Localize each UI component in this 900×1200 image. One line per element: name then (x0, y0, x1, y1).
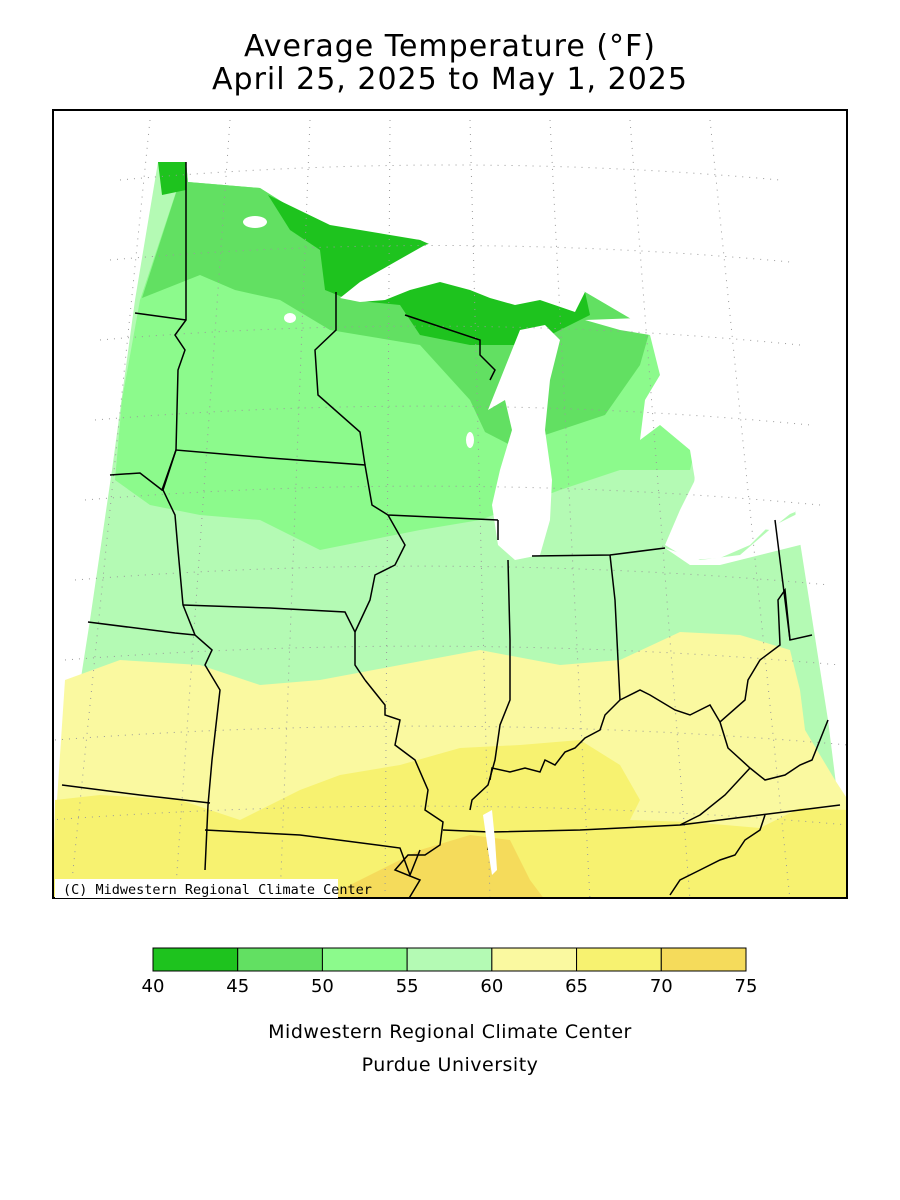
lake-huron (585, 300, 847, 560)
legend-swatch (406, 947, 493, 972)
footer-university: Purdue University (361, 1054, 539, 1076)
graticule (53, 119, 847, 898)
state-boundaries (61, 162, 841, 898)
legend-swatch (152, 947, 239, 972)
map-date-range: April 25, 2025 to May 1, 2025 (212, 62, 688, 97)
outside-region (795, 451, 847, 720)
legend-swatch (321, 947, 408, 972)
legend-tick-label: 55 (395, 976, 419, 997)
lake-michigan (488, 325, 560, 560)
legend-tick-label: 60 (480, 976, 504, 997)
copyright-box (55, 879, 338, 898)
lake-superior (340, 232, 585, 312)
map-frame (52, 109, 848, 899)
legend-colorbar (152, 947, 747, 972)
legend-tick-label: 75 (734, 976, 758, 997)
legend-tick-label: 70 (649, 976, 673, 997)
legend-tick-label: 65 (565, 976, 589, 997)
legend-swatch (237, 947, 323, 972)
legend-swatch (576, 947, 662, 972)
temperature-bands (53, 110, 847, 898)
footer-org: Midwestern Regional Climate Center (268, 1021, 632, 1043)
legend-tick-label: 45 (226, 976, 250, 997)
land-band-65-70 (53, 740, 847, 898)
legend-tick-label: 40 (141, 976, 165, 997)
legend-tick-label: 50 (310, 976, 334, 997)
copyright-text: (C) Midwestern Regional Climate Center (63, 882, 372, 898)
small-lakes (243, 216, 497, 875)
land-band-40-45 (158, 162, 590, 345)
legend-swatch (660, 947, 747, 972)
map-title: Average Temperature (°F) (244, 29, 656, 64)
legend-swatch (491, 947, 578, 972)
